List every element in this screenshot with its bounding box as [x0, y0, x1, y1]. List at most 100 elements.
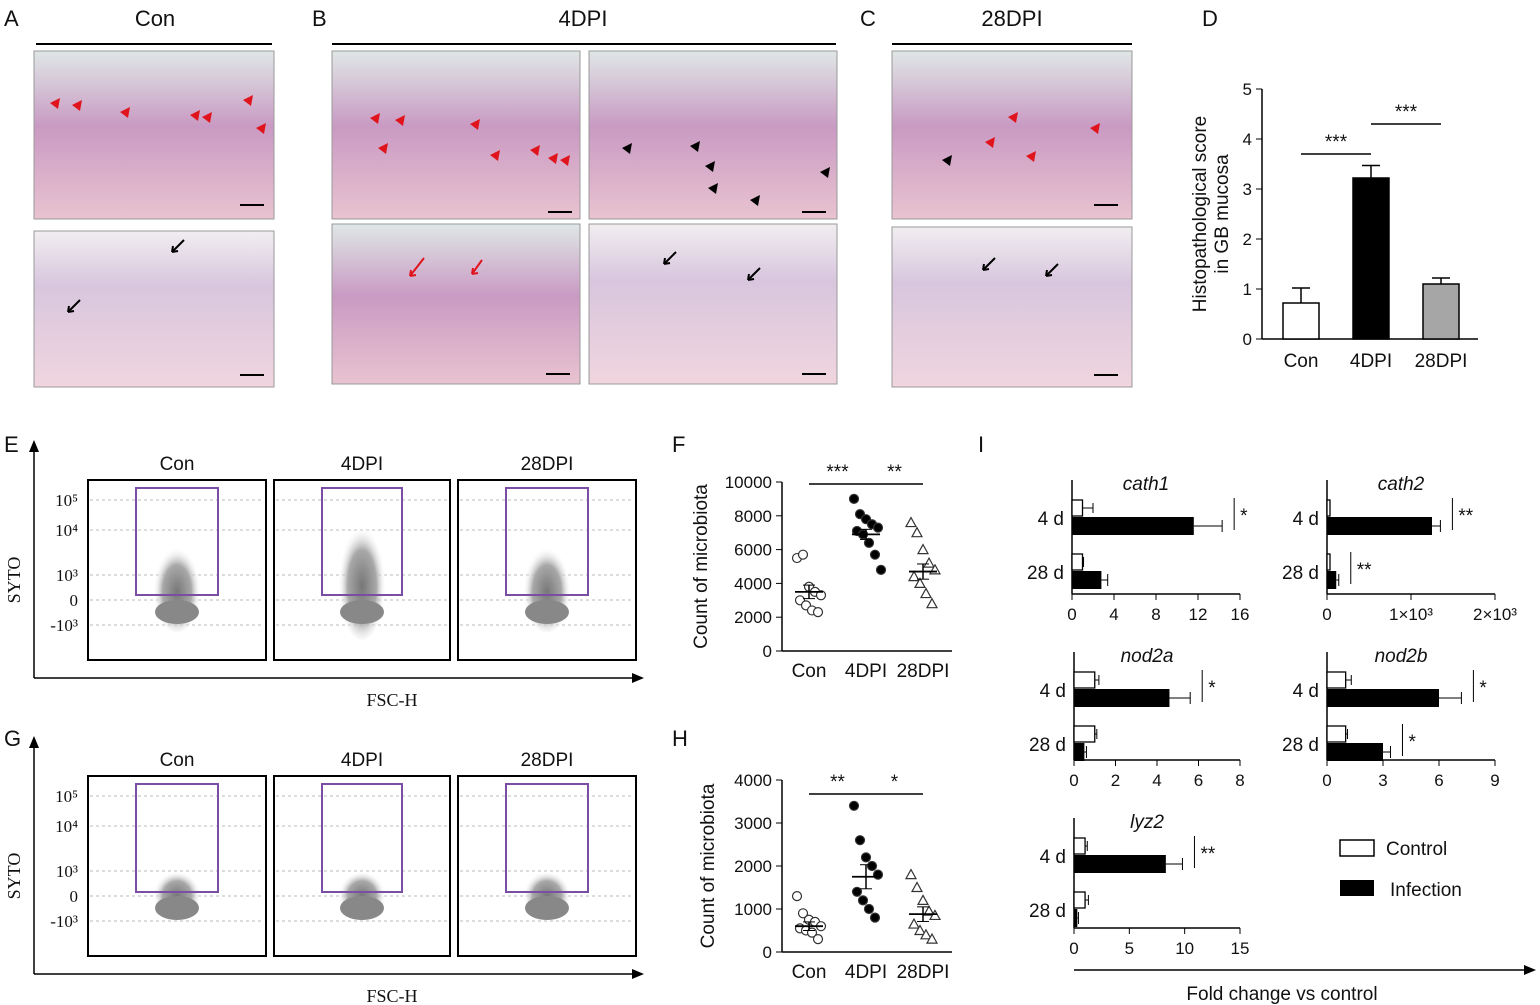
red-arrowhead	[1026, 151, 1036, 162]
x-tick-label: 15	[1231, 939, 1250, 958]
x-tick-label: 28DPI	[1415, 351, 1468, 372]
y-tick-label: 0	[70, 591, 79, 610]
x-axis-label: FSC-H	[366, 986, 417, 1005]
chart-microbiota-count-F: F 0 2000 4000 6000 8000 10000 Count of microbi…	[672, 432, 952, 682]
micrograph-he-4dpi-c	[331, 223, 581, 385]
bar-control	[1071, 499, 1084, 517]
event-density-core	[525, 600, 569, 624]
x-tick-label: 9	[1490, 771, 1499, 790]
significance-label: ***	[1325, 132, 1348, 153]
y-tick-label: 2000	[734, 608, 772, 627]
panel-letter: I	[978, 432, 984, 457]
data-point	[848, 493, 860, 504]
black-arrowhead	[705, 161, 715, 172]
panel-letter: B	[312, 6, 327, 31]
bar-infection	[1327, 517, 1432, 535]
bar	[1422, 283, 1460, 340]
category-label: 4 d	[1293, 509, 1319, 530]
flow-plot-frame	[457, 775, 637, 957]
y-tick-label: 3000	[734, 814, 772, 833]
y-tick-label: 10⁵	[55, 491, 78, 510]
data-point	[848, 800, 860, 811]
category-label: 28 d	[1027, 563, 1064, 584]
panel-letter: G	[4, 726, 21, 751]
data-point	[857, 895, 869, 906]
x-tick-label: 0	[1069, 771, 1078, 790]
red-arrowhead	[202, 112, 212, 123]
y-tick-label: 10³	[56, 566, 78, 585]
legend-swatch-control	[1339, 839, 1375, 857]
x-tick-label: 2	[1111, 771, 1120, 790]
micrograph-he-28dpi	[891, 50, 1133, 220]
event-density-core	[340, 896, 384, 920]
x-tick-label: 3	[1378, 771, 1387, 790]
bar-control	[1073, 837, 1086, 855]
black-arrow	[171, 239, 185, 253]
shared-x-axis-arrow	[1524, 965, 1536, 975]
bar-control	[1073, 891, 1086, 909]
data-point	[919, 928, 933, 940]
flow-plot-title: Con	[160, 454, 195, 475]
panel-letter: F	[672, 432, 685, 457]
event-density-core	[340, 600, 384, 624]
data-point	[910, 881, 924, 893]
x-tick-label: Con	[792, 661, 827, 682]
data-point	[925, 597, 939, 609]
flow-cytometry-panel-E: E FSC-H SYTO 10⁵ 10⁴ 10³ 0 -10³ Con 4DPI 28DPI	[4, 432, 644, 710]
panel-letter: E	[4, 432, 19, 457]
red-arrowhead	[530, 145, 540, 156]
data-point	[904, 516, 918, 528]
data-point	[863, 903, 875, 915]
x-tick-label: 4	[1109, 605, 1118, 624]
black-arrowhead	[708, 183, 718, 194]
significance-label: **	[887, 462, 902, 483]
data-point	[913, 924, 927, 936]
y-tick-label: 3	[1243, 180, 1252, 199]
y-tick-label: 1000	[734, 900, 772, 919]
y-tick-label: 4000	[734, 574, 772, 593]
bar	[1282, 302, 1320, 340]
y-tick-label: 5	[1243, 80, 1252, 99]
red-arrowhead	[548, 153, 558, 164]
flow-plot-title: 28DPI	[521, 750, 574, 771]
red-arrowhead	[395, 115, 405, 126]
micrograph-he-4dpi-a	[331, 50, 581, 220]
gate-rectangle	[505, 487, 589, 596]
gene-title: cath2	[1378, 474, 1425, 495]
panel-A: A Con	[4, 6, 275, 388]
black-arrow	[982, 257, 996, 271]
y-tick-label: 4000	[734, 771, 772, 790]
panel-title: 28DPI	[981, 6, 1042, 31]
category-label: 28 d	[1029, 901, 1066, 922]
bar-infection	[1327, 743, 1383, 761]
x-tick-label: 28DPI	[897, 661, 950, 682]
red-arrowhead	[1090, 123, 1100, 134]
gene-title: lyz2	[1130, 812, 1164, 833]
data-point	[869, 912, 881, 923]
red-arrowhead	[378, 143, 388, 154]
bar-control	[1073, 725, 1096, 743]
y-axis-label: Count of microbiota	[698, 783, 719, 948]
x-tick-label: 6	[1434, 771, 1443, 790]
legend-label: Control	[1386, 839, 1447, 860]
flow-plot-title: 4DPI	[341, 454, 383, 475]
red-arrowhead	[370, 113, 380, 124]
legend-label: Infection	[1390, 880, 1462, 901]
bar-control	[1326, 499, 1331, 517]
x-tick-label: 4DPI	[845, 661, 887, 682]
data-point	[791, 890, 803, 902]
x-tick-label: 0	[1322, 605, 1331, 624]
x-tick-label: 2×10³	[1473, 605, 1517, 624]
gate-rectangle	[321, 487, 403, 596]
data-point	[872, 522, 884, 533]
significance-label: ***	[826, 462, 849, 483]
data-point	[854, 835, 866, 846]
panel-title: 4DPI	[559, 6, 608, 31]
y-axis-label: Histopathological scorein GB mucosa	[1190, 116, 1233, 312]
category-label: 4 d	[1040, 681, 1066, 702]
y-tick-label: 10⁴	[55, 521, 78, 540]
micrograph-abpas-28dpi	[891, 226, 1133, 388]
data-point	[815, 590, 827, 601]
red-arrowhead	[72, 100, 82, 111]
flow-plot-frame	[87, 775, 267, 957]
